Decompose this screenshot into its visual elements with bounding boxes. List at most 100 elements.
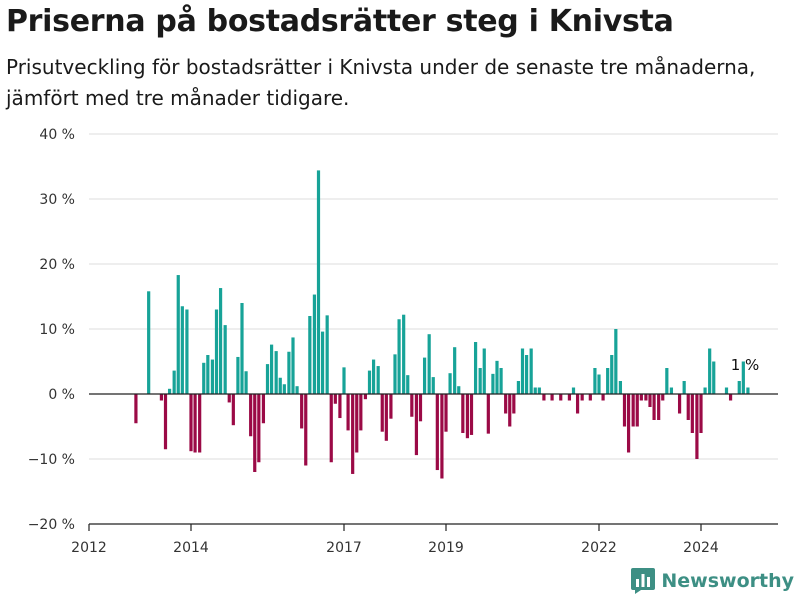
bar [325, 315, 329, 394]
bar [588, 394, 592, 401]
bar [597, 374, 601, 394]
bar [728, 394, 733, 401]
bar [198, 394, 202, 453]
y-tick-label: 40 % [39, 127, 75, 143]
bar [261, 394, 266, 424]
bar [686, 394, 690, 420]
bar-chart-logo-icon [631, 568, 656, 594]
bar [346, 394, 350, 431]
bar [163, 394, 168, 450]
bar [473, 342, 478, 394]
bar [402, 314, 406, 394]
bar [516, 381, 521, 394]
bar [703, 387, 707, 394]
bar [410, 394, 414, 417]
bar [486, 394, 490, 434]
bar [159, 394, 164, 401]
bar [495, 360, 499, 394]
bar [682, 381, 686, 394]
bar [393, 354, 397, 394]
last-value-annotation: 1 % [731, 356, 760, 374]
bar [708, 348, 712, 394]
bar [367, 370, 372, 394]
bar [253, 394, 257, 472]
bar [244, 371, 248, 394]
bar [593, 368, 597, 394]
bar [665, 368, 669, 394]
bar [737, 381, 741, 394]
bar [601, 394, 605, 401]
bar [644, 394, 648, 401]
x-tick-label: 2014 [173, 540, 209, 556]
bar [342, 367, 346, 394]
x-axis-ticks: 2012 2014 2017 2019 2022 2024 [71, 524, 719, 556]
bar [240, 303, 244, 394]
bar [249, 394, 253, 437]
bar [269, 344, 274, 394]
bar [218, 288, 223, 394]
bar [418, 394, 423, 422]
y-tick-label: 0 % [48, 387, 75, 403]
x-tick-label: 2017 [326, 540, 362, 556]
bar [389, 394, 393, 419]
bar [440, 394, 444, 479]
y-tick-label: 30 % [39, 192, 75, 208]
bar [635, 394, 639, 427]
bar [690, 394, 694, 433]
bar [223, 325, 227, 394]
bar [300, 394, 304, 429]
bar [176, 275, 180, 394]
bar [180, 306, 184, 394]
bar [320, 331, 325, 394]
bar [724, 387, 729, 394]
bar [214, 309, 219, 394]
x-tick-label: 2012 [71, 540, 107, 556]
bar [741, 361, 745, 394]
bar [661, 394, 665, 401]
bar [414, 394, 419, 456]
bar [295, 386, 299, 394]
bar [677, 394, 682, 414]
bar [712, 361, 716, 394]
bar [542, 394, 546, 401]
x-tick-label: 2024 [683, 540, 719, 556]
bar [333, 394, 337, 404]
bar [231, 394, 235, 426]
bar [227, 394, 231, 403]
bar [312, 294, 317, 394]
bar [308, 316, 312, 394]
bar [422, 357, 427, 394]
bar [172, 370, 176, 394]
bar [537, 387, 541, 394]
bar [206, 355, 210, 394]
bar [508, 394, 512, 427]
y-axis-tick-labels: −20 % −10 % 0 % 10 % 20 % 30 % 40 % [28, 127, 75, 533]
chart-subtitle: Prisutveckling för bostadsrätter i Knivs… [6, 55, 756, 110]
bar [746, 387, 750, 394]
bar [282, 384, 286, 394]
bar [316, 170, 321, 394]
bar [461, 394, 465, 433]
bar [567, 394, 572, 401]
bar [427, 334, 431, 394]
bar [622, 394, 627, 427]
bar [202, 362, 206, 394]
bar [606, 368, 610, 394]
bar [265, 364, 270, 394]
bar [338, 394, 342, 419]
y-tick-label: −20 % [28, 517, 75, 533]
bar [380, 394, 384, 432]
bar [580, 394, 584, 401]
bar [626, 394, 631, 453]
bar [465, 394, 470, 439]
bar [469, 394, 474, 435]
bar [147, 291, 151, 394]
bar [631, 394, 635, 427]
bar [512, 394, 516, 414]
bar [699, 394, 703, 433]
bar [359, 394, 363, 431]
bar [478, 368, 482, 394]
bar [278, 377, 282, 394]
x-tick-label: 2022 [581, 540, 617, 556]
bar [185, 309, 189, 394]
